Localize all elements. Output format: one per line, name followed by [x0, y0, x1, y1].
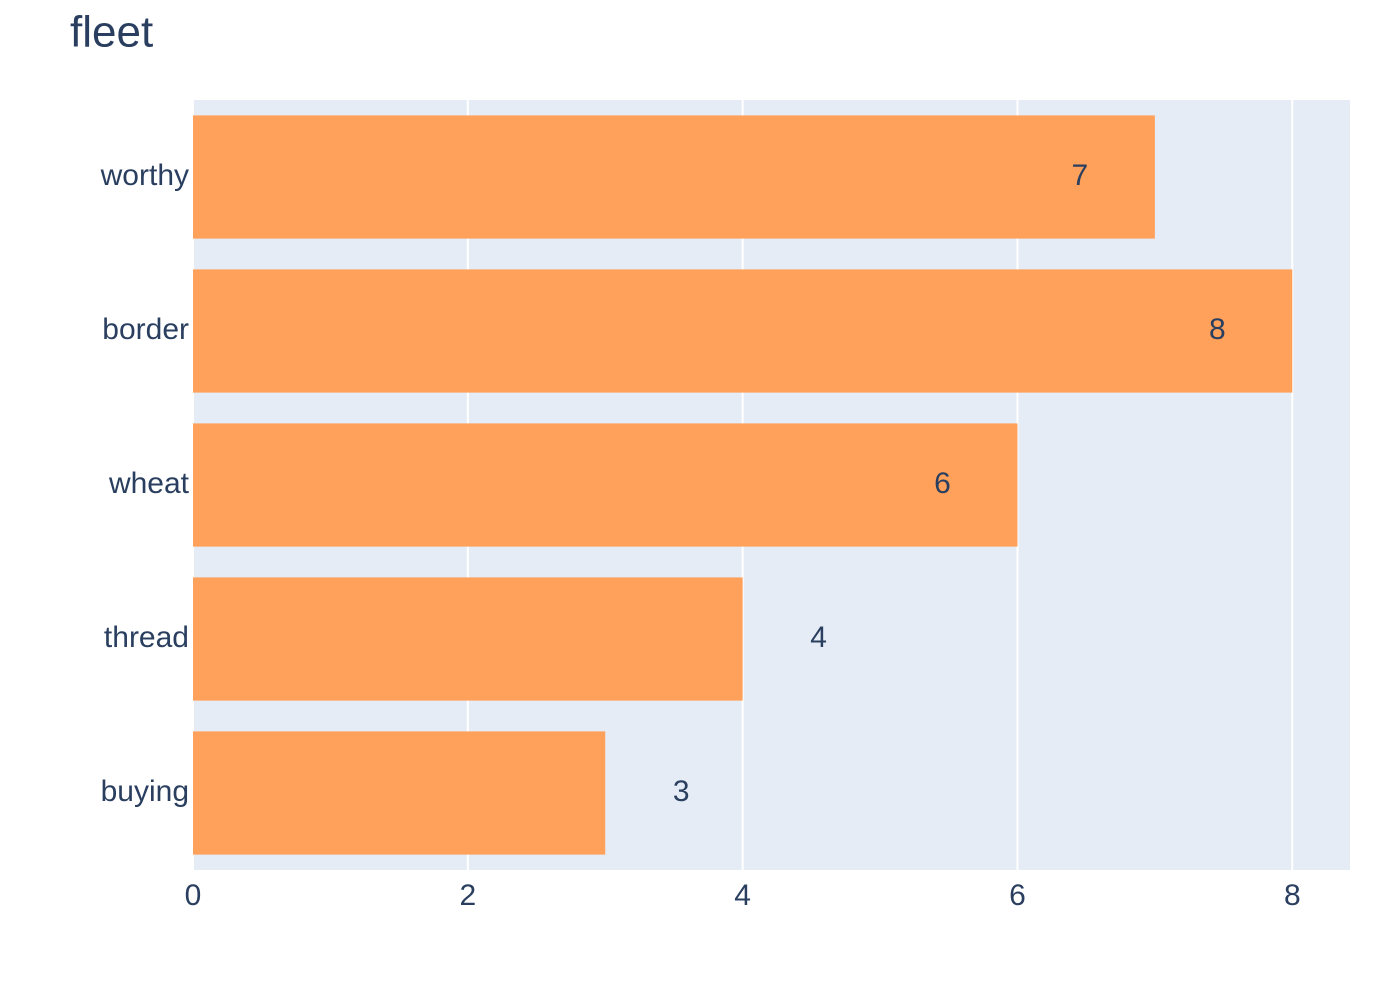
x-tick-label: 2 [459, 879, 476, 912]
bar [193, 269, 1293, 393]
bar [193, 423, 1018, 547]
y-tick-label: wheat [108, 467, 190, 500]
y-tick-label: buying [101, 775, 189, 808]
value-label: 6 [934, 467, 951, 500]
value-label: 8 [1209, 313, 1226, 346]
bar [193, 731, 606, 855]
y-tick-label: worthy [100, 159, 189, 192]
x-tick-label: 8 [1284, 879, 1301, 912]
value-label: 7 [1072, 159, 1089, 192]
bar [193, 115, 1155, 239]
bar [193, 577, 743, 701]
chart-title: fleet [70, 8, 153, 57]
x-tick-label: 6 [1009, 879, 1026, 912]
y-tick-label: border [102, 313, 189, 346]
x-tick-label: 0 [185, 879, 202, 912]
value-label: 3 [673, 775, 690, 808]
y-tick-label: thread [104, 621, 189, 654]
x-tick-label: 4 [734, 879, 751, 912]
value-label: 4 [810, 621, 827, 654]
